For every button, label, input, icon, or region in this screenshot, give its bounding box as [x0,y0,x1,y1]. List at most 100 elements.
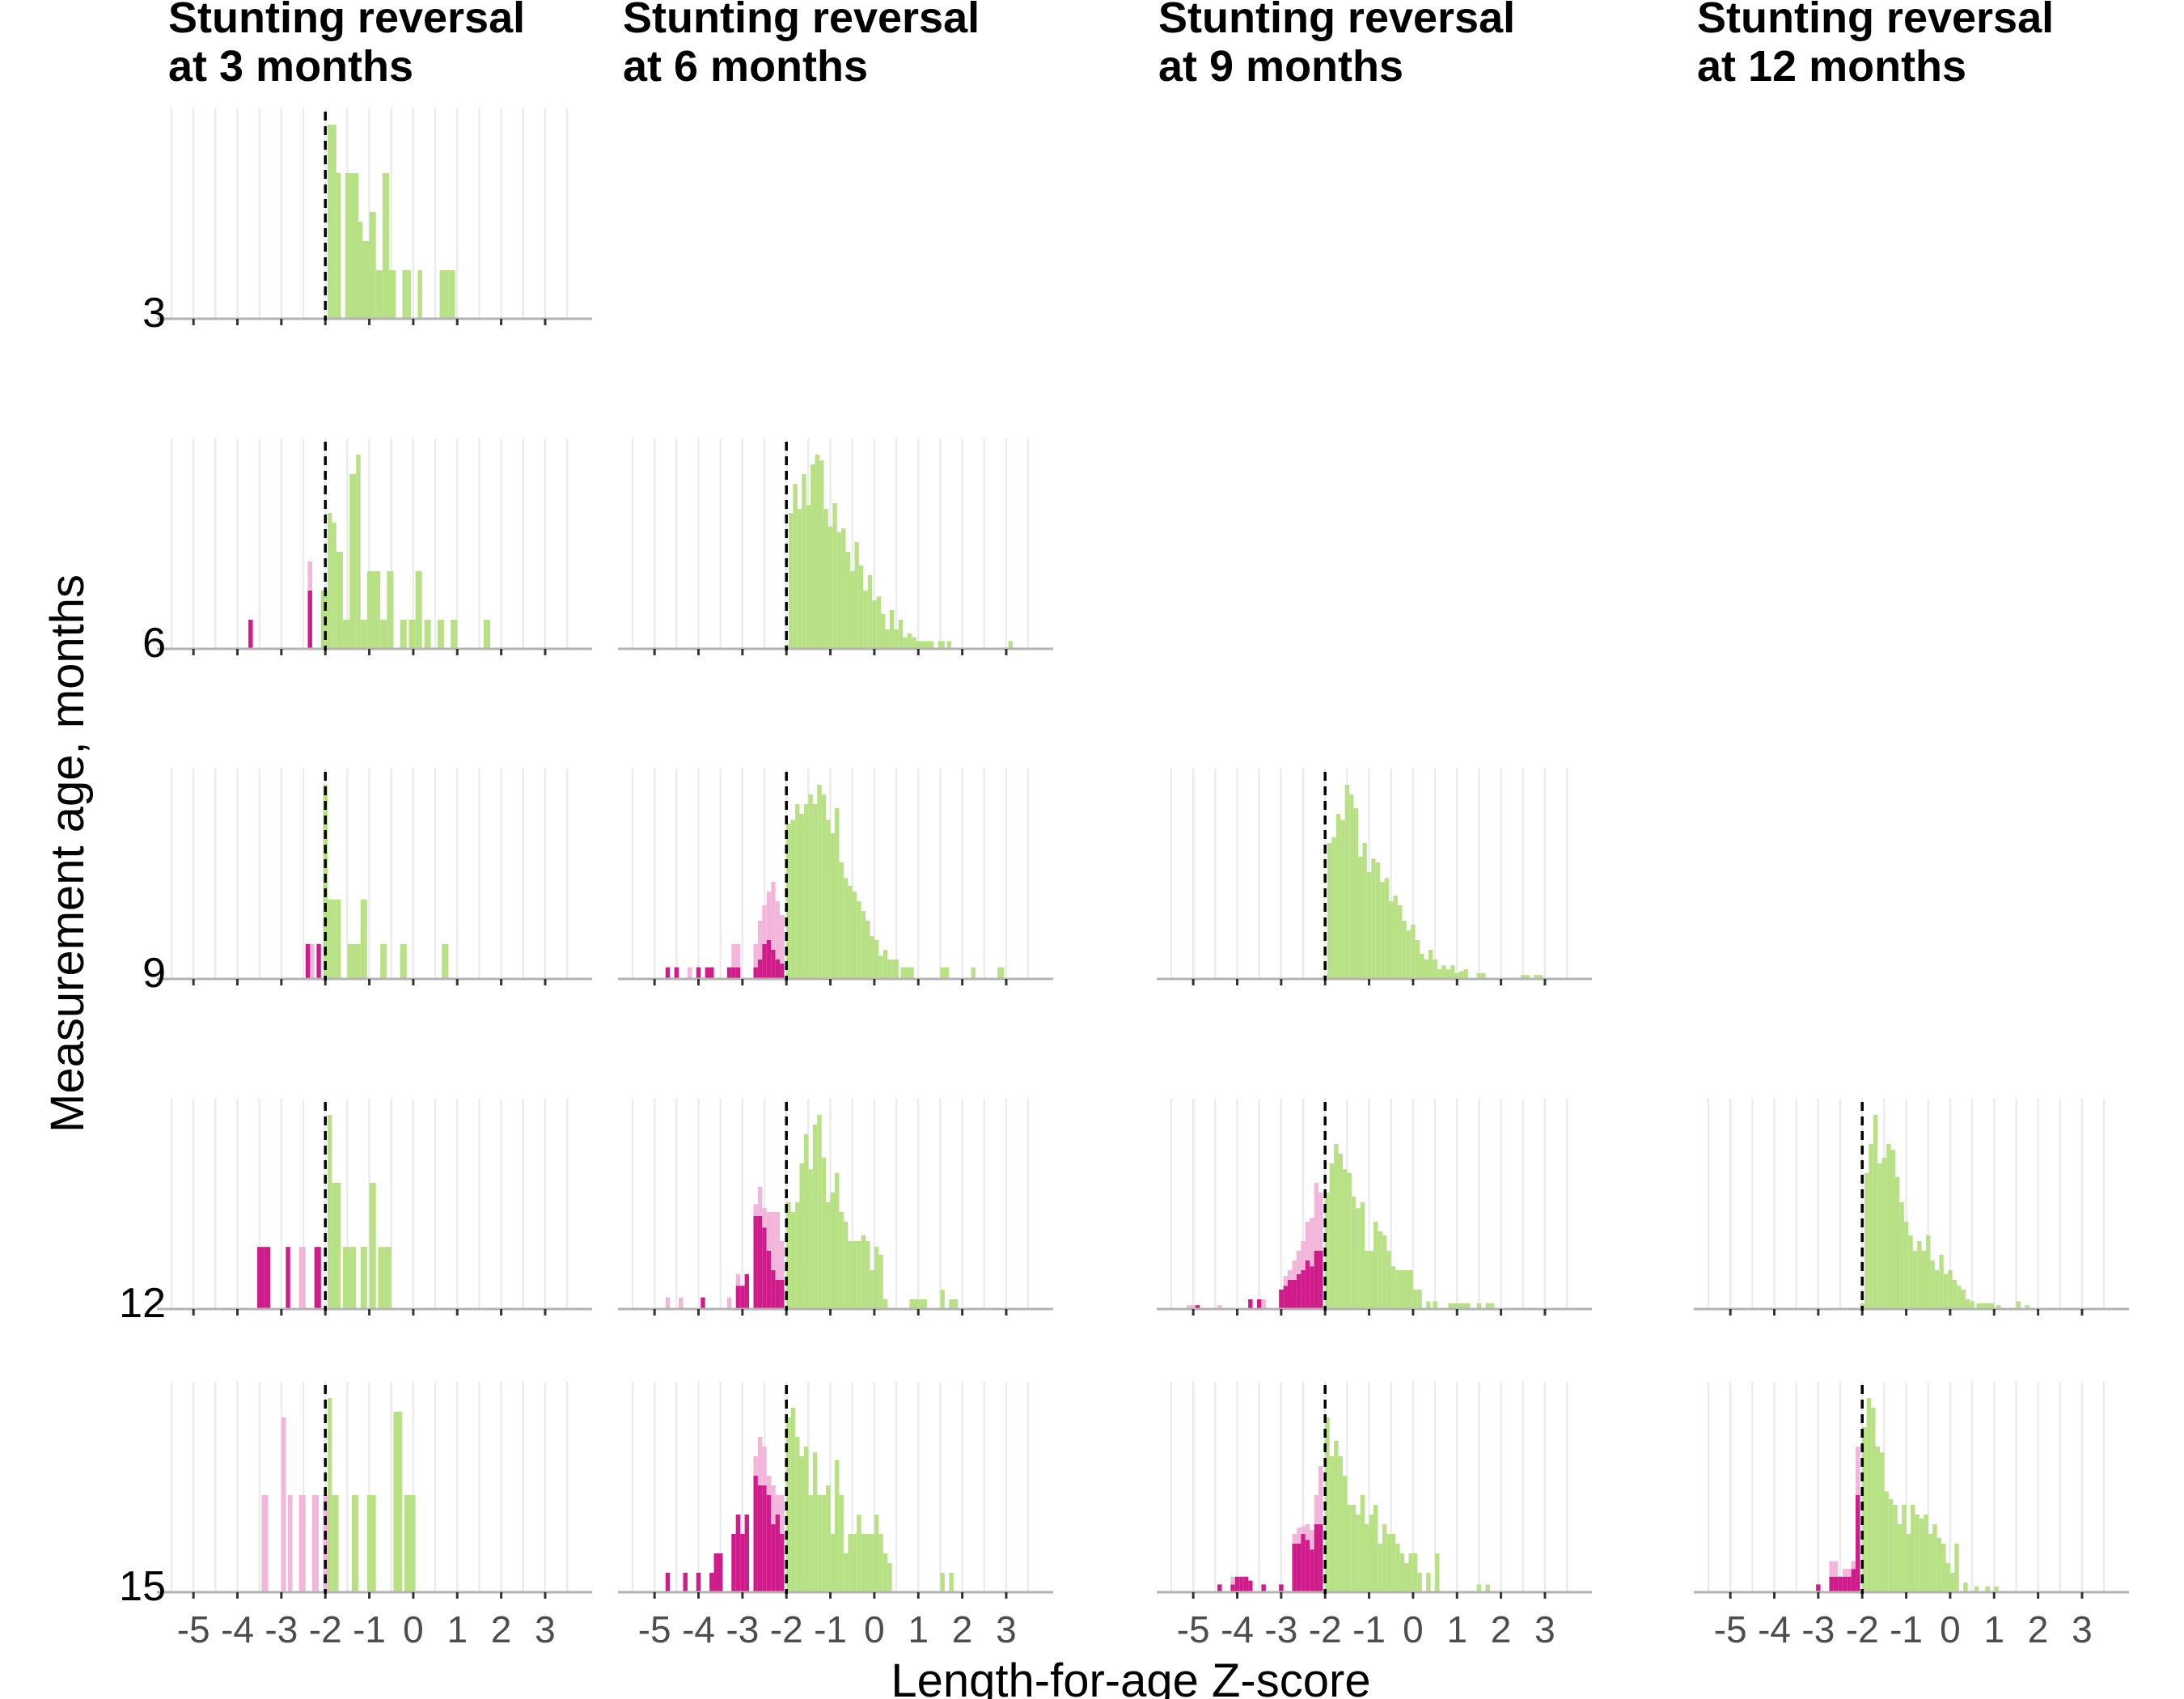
x-tick-label: 0 [1940,1608,1961,1650]
histogram-bar [1248,1299,1253,1309]
histogram-bar [753,1456,758,1476]
histogram-bar [874,1247,879,1309]
histogram-bar [439,270,449,319]
panel-col2-row4 [1157,1382,1592,1599]
histogram-bar [1404,1270,1409,1309]
histogram-bar [780,914,785,964]
histogram-bar [393,1411,403,1592]
histogram-bar [790,820,796,979]
histogram-bar [1371,858,1376,979]
histogram-bar [894,629,899,649]
histogram-bar [780,1241,785,1280]
x-tick-label: 3 [996,1608,1017,1650]
histogram-bar [1406,930,1412,979]
histogram-bar [1366,872,1372,979]
histogram-bar [700,1297,705,1309]
histogram-bar [298,1247,306,1309]
histogram-bar [1365,1524,1369,1592]
histogram-bar [885,629,890,649]
histogram-bar [1408,1270,1413,1309]
histogram-bar [786,1202,791,1309]
histogram-bar [775,1495,781,1515]
histogram-bar [867,574,873,649]
histogram-bar [835,1460,840,1592]
histogram-bar [1318,1466,1323,1524]
histogram-bar [808,1169,813,1309]
histogram-bar [2025,1305,2030,1309]
histogram-bar [771,1270,776,1309]
histogram-bar [1481,972,1486,979]
histogram-bar [887,1563,892,1592]
histogram-bar [771,1212,776,1270]
histogram-bar [310,943,315,979]
histogram-bar [342,1247,350,1309]
histogram-bar [946,641,952,649]
histogram-bar [1879,1452,1885,1592]
histogram-bar [389,270,396,319]
histogram-bar [1985,1303,1995,1309]
histogram-bar [1930,1260,1935,1309]
histogram-bar [1952,1280,1958,1309]
histogram-bar [298,1495,306,1592]
x-tick-label: -5 [177,1608,210,1650]
histogram-bar [731,943,736,968]
x-tick-label: 1 [447,1608,468,1650]
histogram-bar [288,1495,293,1592]
histogram-bar [786,824,791,979]
histogram-bar [1420,953,1424,979]
histogram-bar [336,552,343,649]
histogram-bar [861,911,866,979]
histogram-bar [1851,1561,1856,1570]
histogram-bar [360,620,367,649]
histogram-bar [674,967,679,979]
histogram-bar [870,936,874,979]
histogram-bar [362,241,370,319]
histogram-bar [336,173,341,319]
histogram-bar [740,1286,745,1309]
histogram-bar [839,862,844,979]
histogram-bar [857,1241,861,1309]
histogram-bar [1335,814,1341,979]
histogram-bar [327,1115,332,1309]
histogram-bar [852,1241,857,1309]
histogram-bar [1994,1586,1999,1592]
histogram-bar [1310,1530,1314,1550]
histogram-bar [1441,965,1446,979]
histogram-bar [1301,1526,1306,1534]
histogram-bar [821,1157,827,1309]
histogram-bar [835,807,840,979]
histogram-bar [997,967,1005,979]
histogram-bar [1521,975,1530,979]
histogram-bar [726,1297,732,1309]
histogram-bar [786,1417,791,1592]
histogram-bar [909,1299,919,1309]
histogram-bar [1288,1280,1293,1309]
histogram-bar [1404,1563,1409,1592]
histogram-bar [1884,1491,1889,1592]
panel-col1-row3 [618,1099,1053,1316]
histogram-bar [1261,1584,1266,1592]
histogram-bar [1362,843,1367,979]
histogram-bar [857,901,861,979]
histogram-bar [1217,1584,1222,1592]
histogram-bar [1864,1173,1869,1309]
histogram-bar [731,1534,736,1592]
histogram-bar [771,1524,776,1592]
histogram-bar [832,503,837,649]
x-tick-label: -3 [726,1608,759,1650]
histogram-bar [1954,1544,1959,1592]
histogram-bar [740,1534,745,1592]
histogram-bar [1534,975,1543,979]
histogram-bar [332,1495,339,1592]
histogram-bar [1941,1544,1946,1592]
histogram-bar [861,1235,866,1309]
histogram-bar [1428,950,1433,979]
histogram-bar [345,173,358,319]
histogram-bar [757,921,763,960]
facet-title-line: at 3 months [168,42,413,91]
histogram-bar [753,1204,758,1216]
histogram-bar [771,1485,776,1524]
histogram-bar [1888,1498,1894,1592]
histogram-bar [780,963,785,979]
histogram-bar [1331,837,1336,979]
